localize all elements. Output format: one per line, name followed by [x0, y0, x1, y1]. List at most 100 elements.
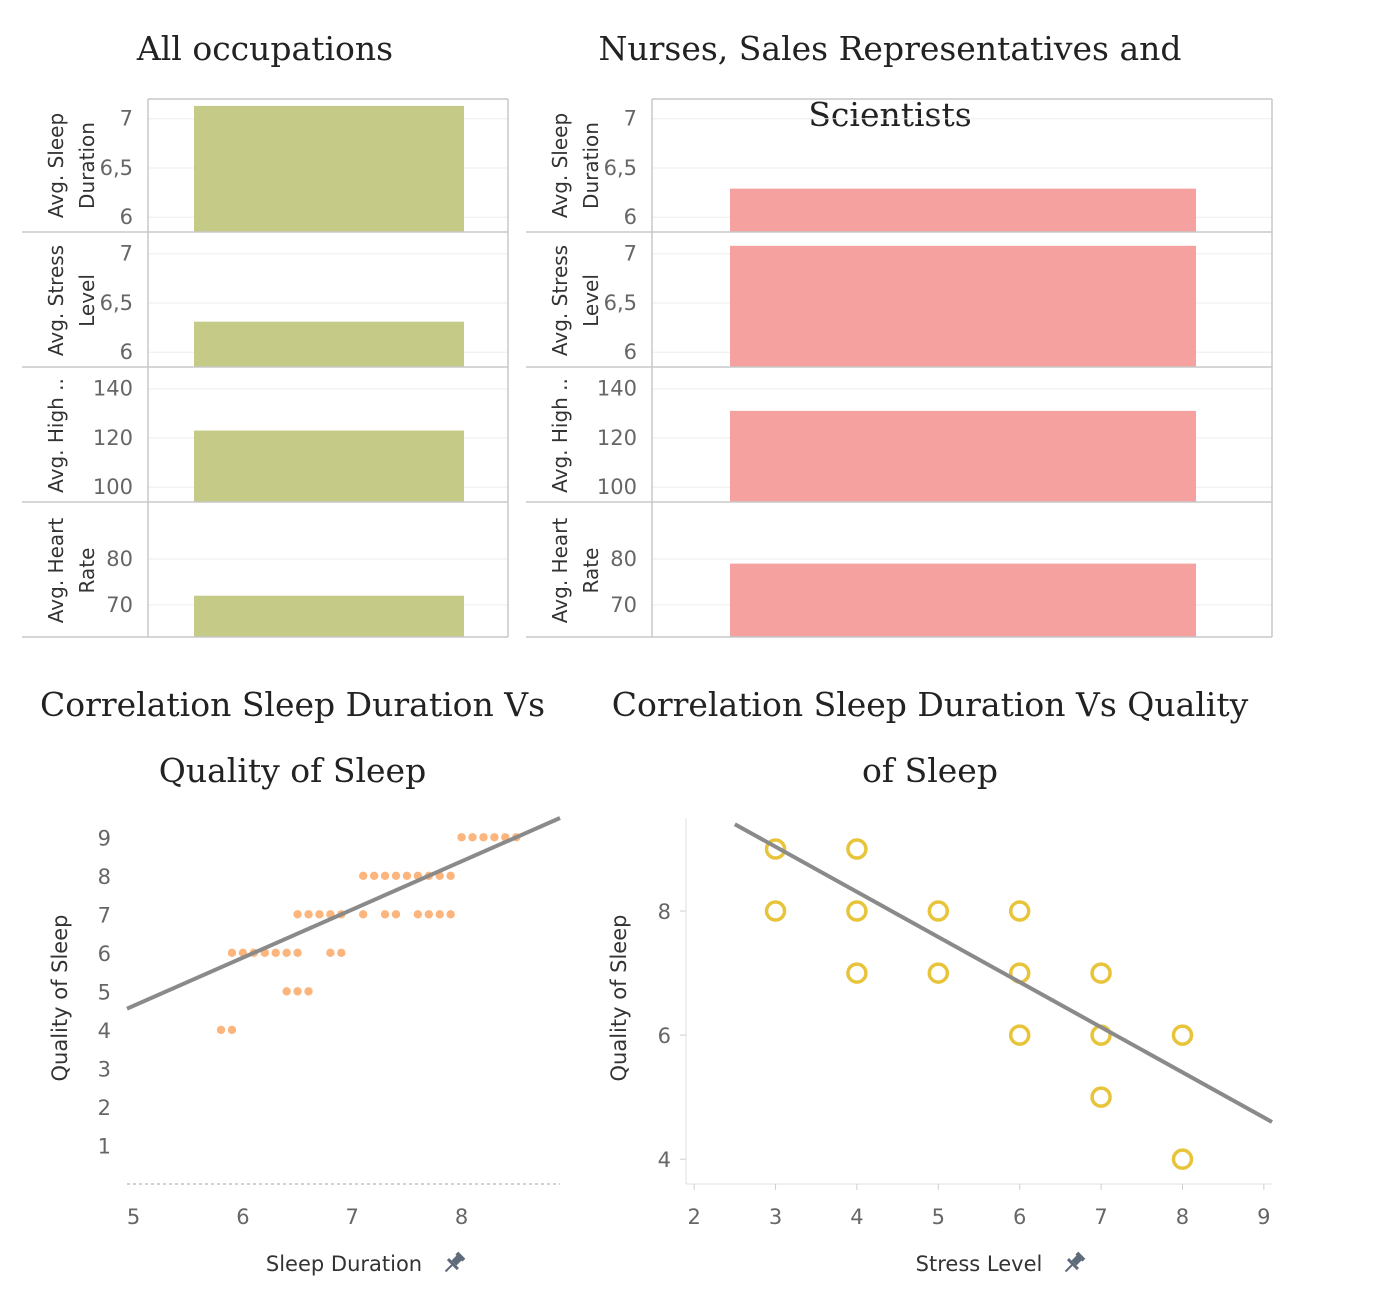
- scatter1-y-tick-5: 6: [98, 942, 111, 966]
- scatter2-x-tick-6: 8: [1176, 1205, 1189, 1229]
- scatter1-x-tick-1: 6: [236, 1205, 249, 1229]
- chart-title-all-occupations: All occupations: [136, 29, 394, 68]
- row-label-all-row0-line0: Avg. Sleep: [44, 113, 68, 218]
- scatter2-x-tick-2: 4: [850, 1205, 863, 1229]
- chart-title-correlation-stress-level: Correlation Sleep Duration Vs Quality of…: [611, 685, 1249, 790]
- scatter2-x-tick-7: 9: [1257, 1205, 1270, 1229]
- scatter1-point-26: [358, 871, 368, 880]
- scatter2-point-5: [1008, 900, 1031, 922]
- tick-label-nurses-row0-0: 6: [624, 205, 637, 229]
- scatter1-point-22: [413, 910, 423, 919]
- scatter1-y-tick-8: 9: [98, 826, 111, 850]
- tick-label-nurses-row3-1: 80: [610, 547, 637, 571]
- scatter2-x-axis-title: Stress Level: [916, 1252, 1043, 1276]
- tick-label-all-row2-2: 140: [93, 377, 133, 401]
- tick-label-all-row3-0: 70: [106, 593, 133, 617]
- tick-label-nurses-row2-1: 120: [597, 426, 637, 450]
- scatter1-y-tick-2: 3: [98, 1057, 111, 1081]
- scatter2-point-1: [846, 838, 868, 860]
- scatter1-point-36: [468, 833, 477, 842]
- row-label-nurses-row0-line1: Duration: [579, 122, 603, 209]
- tick-label-all-row0-0: 6: [120, 205, 133, 229]
- pin-icon[interactable]: [1061, 1250, 1087, 1276]
- scatter1-point-30: [402, 871, 412, 880]
- scatter1-point-1: [227, 1025, 237, 1035]
- scatter2-point-6: [846, 962, 868, 984]
- chart-title-correlation-sleep-duration: Correlation Sleep Duration Vs Quality of…: [39, 685, 546, 790]
- bar-all-row0: [194, 105, 464, 232]
- scatter1-y-tick-0: 1: [98, 1134, 111, 1158]
- scatter1-y-tick-3: 4: [98, 1019, 111, 1043]
- tick-label-all-row0-1: 6,5: [100, 156, 133, 180]
- row-label-nurses-row3-line1: Rate: [579, 548, 603, 594]
- tick-label-nurses-row2-2: 140: [597, 377, 637, 401]
- chart-title-nurses-sales-scientists: Nurses, Sales Representatives and Scient…: [598, 29, 1182, 134]
- tick-label-all-row3-1: 80: [106, 547, 133, 571]
- bar-nurses-row3: [730, 563, 1196, 637]
- scatter1-x-tick-3: 8: [455, 1205, 468, 1229]
- scatter1-point-27: [369, 871, 379, 880]
- scatter2-y-tick-2: 8: [658, 900, 671, 924]
- tick-label-nurses-row3-0: 70: [610, 593, 637, 617]
- row-label-nurses-row1-line1: Level: [579, 274, 603, 327]
- bar-all-row1: [194, 321, 464, 367]
- scatter2-point-4: [927, 900, 950, 922]
- scatter1-point-7: [282, 948, 291, 958]
- scatter2-point-13: [1090, 1086, 1112, 1108]
- scatter1-y-tick-7: 8: [98, 865, 111, 889]
- scatter2-point-12: [1171, 1024, 1194, 1046]
- scatter2-point-9: [1090, 962, 1112, 984]
- row-label-nurses-row2-line0: Avg. High ..: [548, 378, 572, 493]
- tick-label-nurses-row0-1: 6,5: [604, 156, 637, 180]
- scatter1-point-20: [380, 910, 390, 919]
- scatter1-point-37: [479, 833, 488, 842]
- scatter1-x-axis-title: Sleep Duration: [266, 1252, 422, 1276]
- tick-label-nurses-row1-2: 7: [624, 242, 637, 266]
- tick-label-all-row2-0: 100: [93, 475, 133, 499]
- scatter2-point-7: [927, 962, 950, 984]
- scatter1-point-12: [293, 910, 302, 919]
- scatter1-point-24: [435, 910, 444, 919]
- scatter1-point-0: [216, 1025, 226, 1035]
- tick-label-nurses-row2-0: 100: [597, 475, 637, 499]
- scatter1-y-tick-1: 2: [98, 1096, 111, 1120]
- bar-nurses-row1: [730, 245, 1196, 367]
- bar-nurses-row0: [730, 188, 1196, 232]
- scatter1-point-34: [446, 871, 455, 880]
- scatter1-y-tick-4: 5: [98, 980, 111, 1004]
- scatter2-point-3: [846, 900, 868, 922]
- scatter1-point-38: [490, 833, 499, 842]
- tick-label-nurses-row1-0: 6: [624, 340, 637, 364]
- row-label-nurses-row0-line0: Avg. Sleep: [548, 113, 572, 218]
- scatter1-point-8: [293, 948, 302, 958]
- bar-nurses-row2: [730, 410, 1196, 502]
- scatter1-y-tick-6: 7: [98, 903, 111, 927]
- scatter1-point-25: [446, 910, 455, 919]
- bar-all-row2: [194, 430, 464, 502]
- scatter1-point-18: [337, 948, 346, 958]
- scatter2-point-14: [1171, 1148, 1194, 1170]
- scatter1-point-2: [227, 948, 237, 958]
- tick-label-all-row1-2: 7: [120, 242, 133, 266]
- scatter1-point-17: [326, 948, 335, 958]
- scatter1-x-tick-0: 5: [127, 1205, 140, 1229]
- scatter1-point-9: [282, 987, 291, 996]
- scatter1-point-23: [424, 910, 433, 919]
- row-label-all-row3-line1: Rate: [75, 548, 99, 594]
- pin-icon[interactable]: [441, 1250, 467, 1276]
- scatter1-point-13: [304, 910, 313, 919]
- tick-label-nurses-row1-1: 6,5: [604, 291, 637, 315]
- scatter2-point-10: [1008, 1024, 1031, 1046]
- scatter2-y-tick-1: 6: [658, 1024, 671, 1048]
- bar-all-row3: [194, 595, 464, 637]
- scatter1-point-14: [315, 910, 324, 919]
- row-label-nurses-row1-line0: Avg. Stress: [548, 245, 572, 356]
- row-label-all-row0-line1: Duration: [75, 122, 99, 209]
- row-label-all-row1-line1: Level: [75, 274, 99, 327]
- scatter2-trend-line: [733, 822, 1273, 1124]
- scatter1-x-tick-2: 7: [346, 1205, 359, 1229]
- scatter2-x-tick-5: 7: [1094, 1205, 1107, 1229]
- tick-label-all-row1-1: 6,5: [100, 291, 133, 315]
- scatter2-point-2: [764, 900, 787, 922]
